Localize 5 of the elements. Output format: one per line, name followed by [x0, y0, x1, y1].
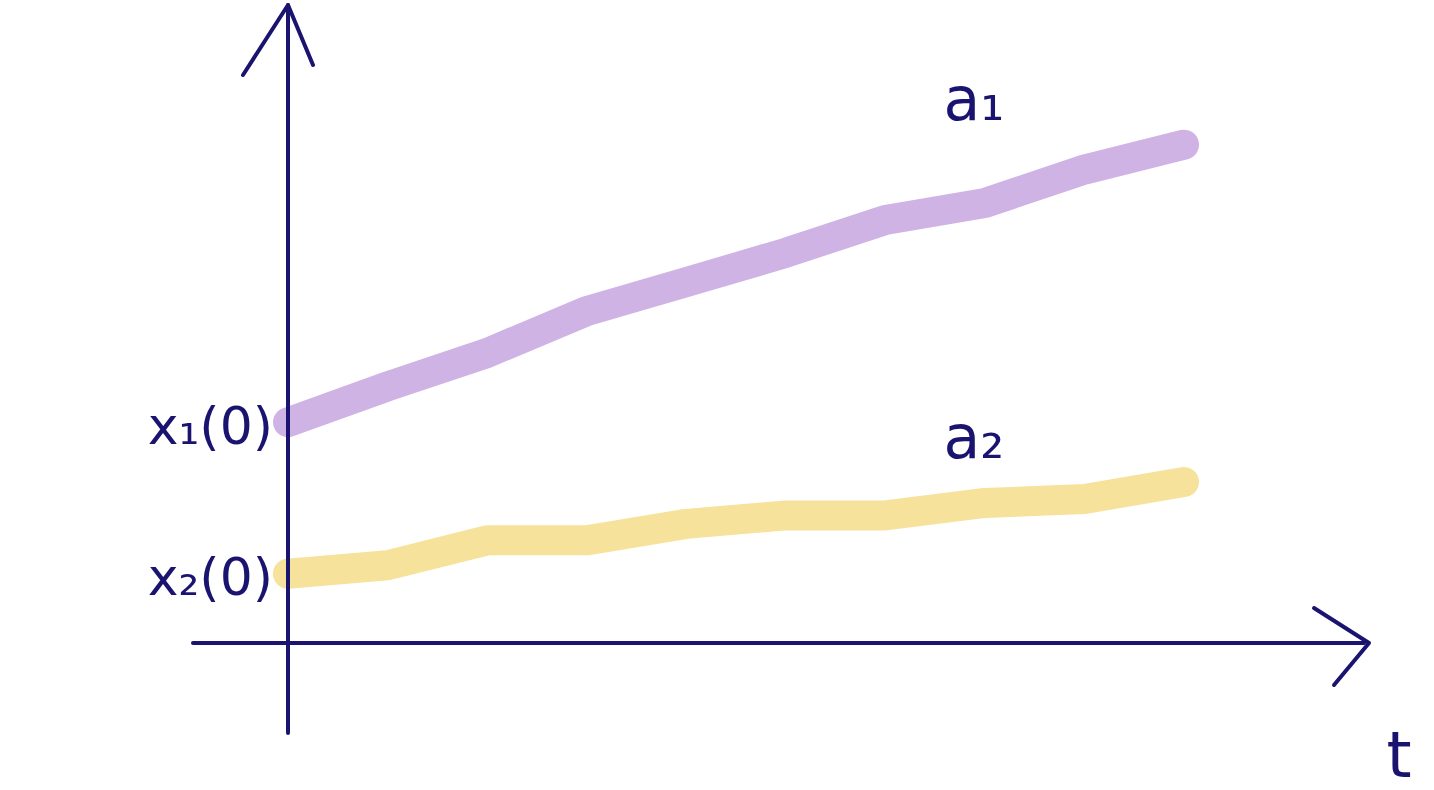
annotation: x₁(0): [147, 395, 273, 456]
annotation: x₂(0): [147, 547, 273, 608]
series-label: a₁: [943, 64, 1005, 135]
x-axis-title: t: [1386, 717, 1412, 790]
series-label: a₂: [943, 401, 1005, 472]
